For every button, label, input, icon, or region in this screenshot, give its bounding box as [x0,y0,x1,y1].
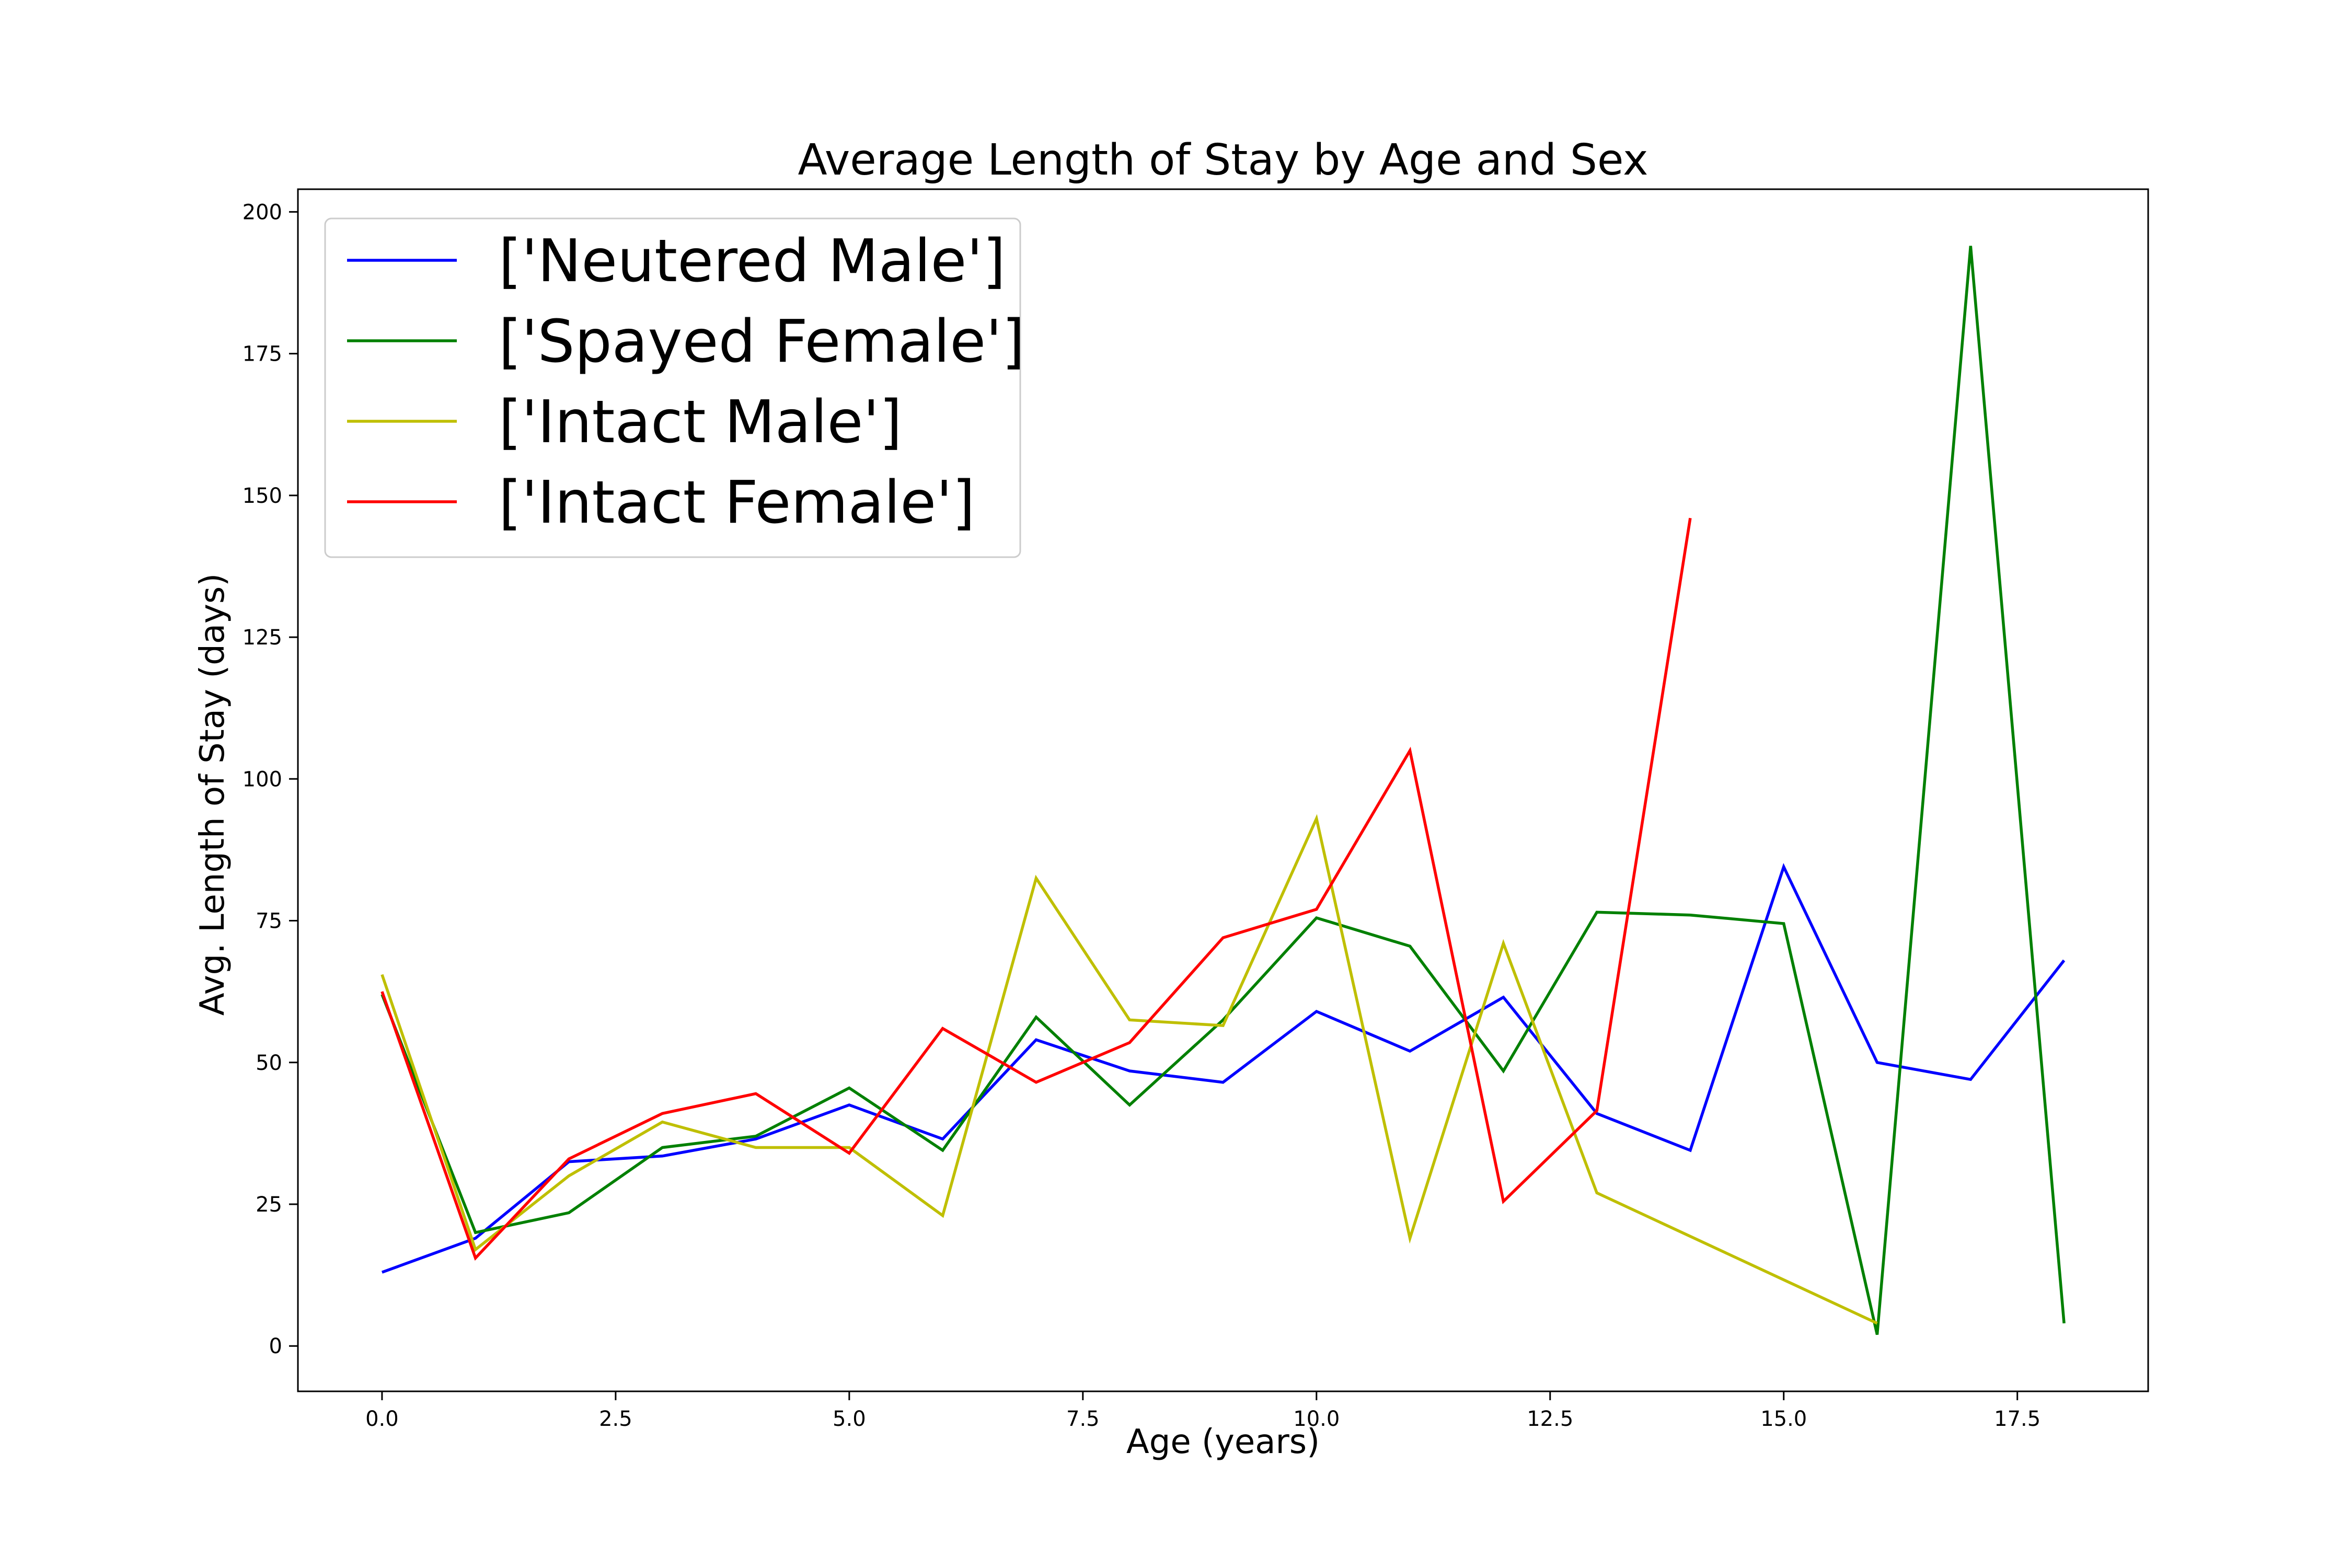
series-line-3 [381,814,1878,1325]
y-tick-label: 100 [243,767,282,791]
axes-frame [297,188,2149,1392]
x-tick-label: 7.5 [1066,1407,1100,1431]
y-tick-label: 25 [256,1193,282,1217]
x-axis-label: Age (years) [1126,1423,1320,1461]
legend-label: ['Spayed Female'] [499,308,1025,376]
y-tick-label: 125 [243,626,282,650]
series-line-2 [381,246,2066,1335]
y-tick-label: 200 [243,200,282,224]
chart-title: Average Length of Stay by Age and Sex [798,135,1648,185]
x-tick-label: 2.5 [599,1407,632,1431]
x-tick-label: 0.0 [365,1407,399,1431]
legend: ['Neutered Male'] ['Spayed Female'] ['Inta… [324,217,1025,558]
y-tick-label: 50 [256,1051,282,1075]
y-axis-ticks: 0 25 50 75 100 125 150 175 200 [243,200,298,1358]
y-axis-label: Avg. Length of Stay (days) [193,573,232,1016]
x-tick-label: 15.0 [1760,1407,1807,1431]
y-tick-label: 75 [256,909,282,933]
x-tick-label: 17.5 [1994,1407,2040,1431]
y-tick-label: 175 [243,342,282,366]
plot-area [297,188,2149,1392]
x-tick-label: 5.0 [833,1407,866,1431]
legend-label: ['Intact Male'] [499,388,902,456]
y-tick-label: 150 [243,484,282,508]
legend-box [324,217,1021,558]
x-tick-label: 10.0 [1293,1407,1340,1431]
series-line-1 [381,863,2066,1274]
y-tick-label: 0 [269,1334,282,1358]
x-axis-ticks: 0.0 2.5 5.0 7.5 10.0 12.5 15.0 17.5 [365,1391,2040,1431]
legend-label: ['Neutered Male'] [499,227,1006,295]
x-tick-label: 12.5 [1527,1407,1573,1431]
legend-label: ['Intact Female'] [499,469,975,537]
series-line-4 [381,517,1692,1261]
